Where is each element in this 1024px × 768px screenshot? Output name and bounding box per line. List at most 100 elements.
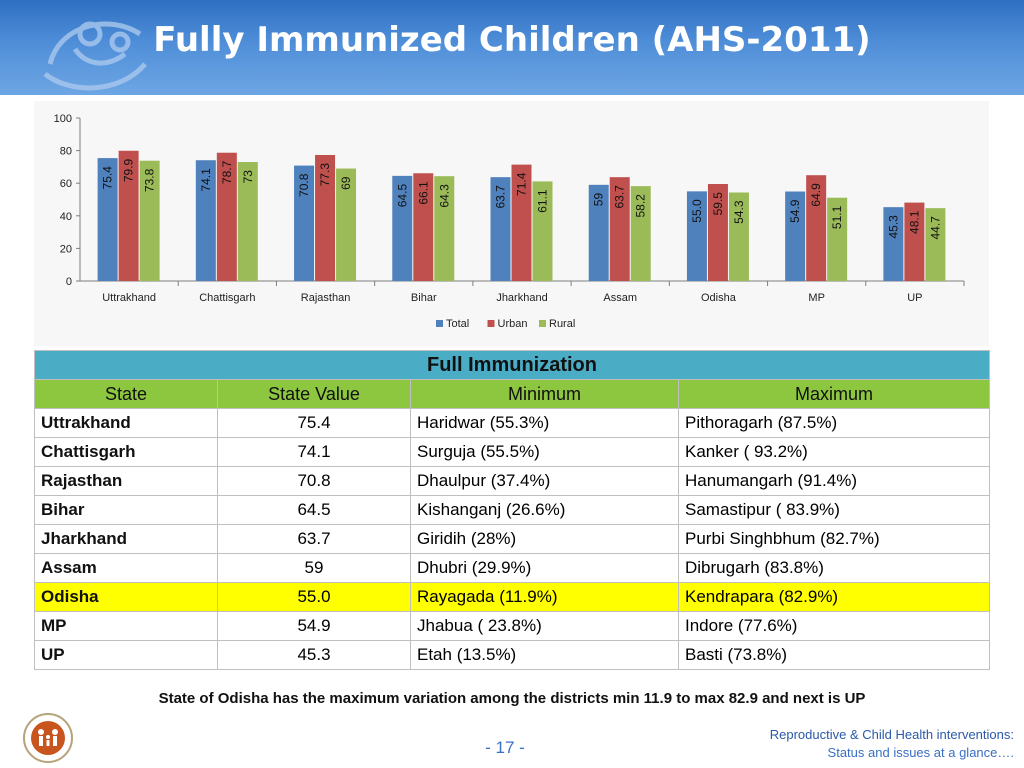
data-label: 54.9	[788, 199, 802, 223]
category-label: Rajasthan	[301, 292, 351, 304]
category-label: Assam	[603, 292, 637, 304]
data-label: 58.2	[634, 194, 648, 218]
value-cell: 55.0	[217, 582, 411, 612]
data-label: 64.3	[437, 184, 451, 208]
y-tick-label: 40	[60, 211, 72, 223]
table-row: Bihar 64.5 Kishanganj (26.6%) Samastipur ( …	[34, 495, 990, 525]
data-label: 64.9	[809, 183, 823, 207]
minimum-cell: Kishanganj (26.6%)	[410, 495, 679, 525]
bar-urban	[118, 150, 139, 281]
col-header-minimum: Minimum	[410, 379, 679, 409]
minimum-cell: Dhaulpur (37.4%)	[410, 466, 679, 496]
category-label: MP	[808, 292, 825, 304]
table-row: Uttrakhand 75.4 Haridwar (55.3%) Pithoragar…	[34, 408, 990, 438]
data-label: 66.1	[416, 181, 430, 205]
maximum-cell: Kendrapara (82.9%)	[678, 582, 990, 612]
mother-child-logo-icon	[43, 21, 147, 91]
value-cell: 59	[217, 553, 411, 583]
table-row: Chattisgarh 74.1 Surguja (55.5%) Kanker ( 9…	[34, 437, 990, 467]
maximum-cell: Dibrugarh (83.8%)	[678, 553, 990, 583]
bar-total	[392, 175, 413, 281]
bar-urban	[511, 164, 532, 281]
data-label: 48.1	[907, 210, 921, 234]
value-cell: 45.3	[217, 640, 411, 670]
legend-label: Urban	[498, 318, 528, 330]
minimum-cell: Jhabua ( 23.8%)	[410, 611, 679, 641]
legend-swatch-total	[436, 320, 443, 327]
chart-area: 0 20 40 60 80 100 75.4 79.9 73.8 Uttrakhand 74.1 78…	[34, 101, 989, 346]
slide-header: Fully Immunized Children (AHS-2011)	[0, 0, 1024, 95]
footer-line-1: Reproductive & Child Health intervention…	[769, 727, 1014, 742]
category-label: UP	[907, 292, 922, 304]
category-label: Jharkhand	[496, 292, 547, 304]
data-label: 45.3	[886, 215, 900, 239]
bar-total	[883, 207, 904, 281]
data-label: 77.3	[318, 163, 332, 187]
col-header-maximum: Maximum	[678, 379, 990, 409]
summary-note: State of Odisha has the maximum variatio…	[158, 690, 866, 707]
value-cell: 63.7	[217, 524, 411, 554]
data-label: 70.8	[297, 173, 311, 197]
legend-swatch-urban	[487, 320, 495, 327]
state-cell: Odisha	[34, 582, 218, 612]
bar-urban	[609, 177, 630, 281]
government-seal-icon	[23, 713, 73, 763]
data-label: 74.1	[199, 168, 213, 192]
value-cell: 74.1	[217, 437, 411, 467]
data-label: 55.0	[690, 199, 704, 223]
minimum-cell: Rayagada (11.9%)	[410, 582, 679, 612]
legend-label: Rural	[549, 318, 575, 330]
data-label: 73	[241, 170, 255, 184]
minimum-cell: Surguja (55.5%)	[410, 437, 679, 467]
bar-urban	[904, 202, 925, 281]
bar-rural	[630, 186, 651, 281]
footer-caption: Reproductive & Child Health intervention…	[734, 727, 1014, 760]
bar-rural	[237, 162, 258, 281]
value-cell: 54.9	[217, 611, 411, 641]
footer-line-2: Status and issues at a glance….	[827, 745, 1014, 760]
minimum-cell: Giridih (28%)	[410, 524, 679, 554]
y-tick-label: 60	[60, 178, 72, 190]
table-row: Jharkhand 63.7 Giridih (28%) Purbi Singhbhu…	[34, 524, 990, 554]
legend-label: Total	[446, 318, 469, 330]
table-row: Assam 59 Dhubri (29.9%) Dibrugarh (83.8%)	[34, 553, 990, 583]
value-cell: 70.8	[217, 466, 411, 496]
col-header-state-value: State Value	[217, 379, 411, 409]
state-cell: Chattisgarh	[34, 437, 218, 467]
data-label: 69	[339, 176, 353, 190]
data-label: 79.9	[122, 158, 136, 182]
bar-total	[294, 165, 315, 281]
maximum-cell: Samastipur ( 83.9%)	[678, 495, 990, 525]
category-label: Chattisgarh	[199, 292, 255, 304]
category-label: Odisha	[701, 292, 737, 304]
data-label: 54.3	[732, 200, 746, 224]
data-label: 59	[592, 193, 606, 207]
y-tick-label: 0	[66, 276, 72, 288]
bar-total	[490, 177, 511, 281]
maximum-cell: Pithoragarh (87.5%)	[678, 408, 990, 438]
bar-total	[785, 191, 806, 281]
table-row: UP 45.3 Etah (13.5%) Basti (73.8%)	[34, 640, 990, 670]
state-cell: Jharkhand	[34, 524, 218, 554]
state-cell: UP	[34, 640, 218, 670]
y-tick-label: 100	[54, 113, 72, 125]
bar-rural	[139, 160, 160, 281]
minimum-cell: Dhubri (29.9%)	[410, 553, 679, 583]
table-header-row: State State Value Minimum Maximum	[34, 379, 990, 409]
bar-urban	[315, 155, 336, 281]
bar-rural	[532, 181, 553, 281]
page-title: Fully Immunized Children (AHS-2011)	[153, 20, 871, 60]
category-label: Bihar	[411, 292, 437, 304]
data-label: 75.4	[101, 166, 115, 190]
bar-total	[195, 160, 216, 281]
table-row: Odisha 55.0 Rayagada (11.9%) Kendrapara (82…	[34, 582, 990, 612]
maximum-cell: Indore (77.6%)	[678, 611, 990, 641]
minimum-cell: Etah (13.5%)	[410, 640, 679, 670]
value-cell: 64.5	[217, 495, 411, 525]
state-cell: Uttrakhand	[34, 408, 218, 438]
y-tick-label: 80	[60, 146, 72, 158]
page-number: - 17 -	[485, 738, 525, 757]
bar-urban	[707, 184, 728, 281]
bar-total	[588, 184, 609, 281]
immunization-table: Full Immunization State State Value Mini…	[34, 350, 990, 670]
